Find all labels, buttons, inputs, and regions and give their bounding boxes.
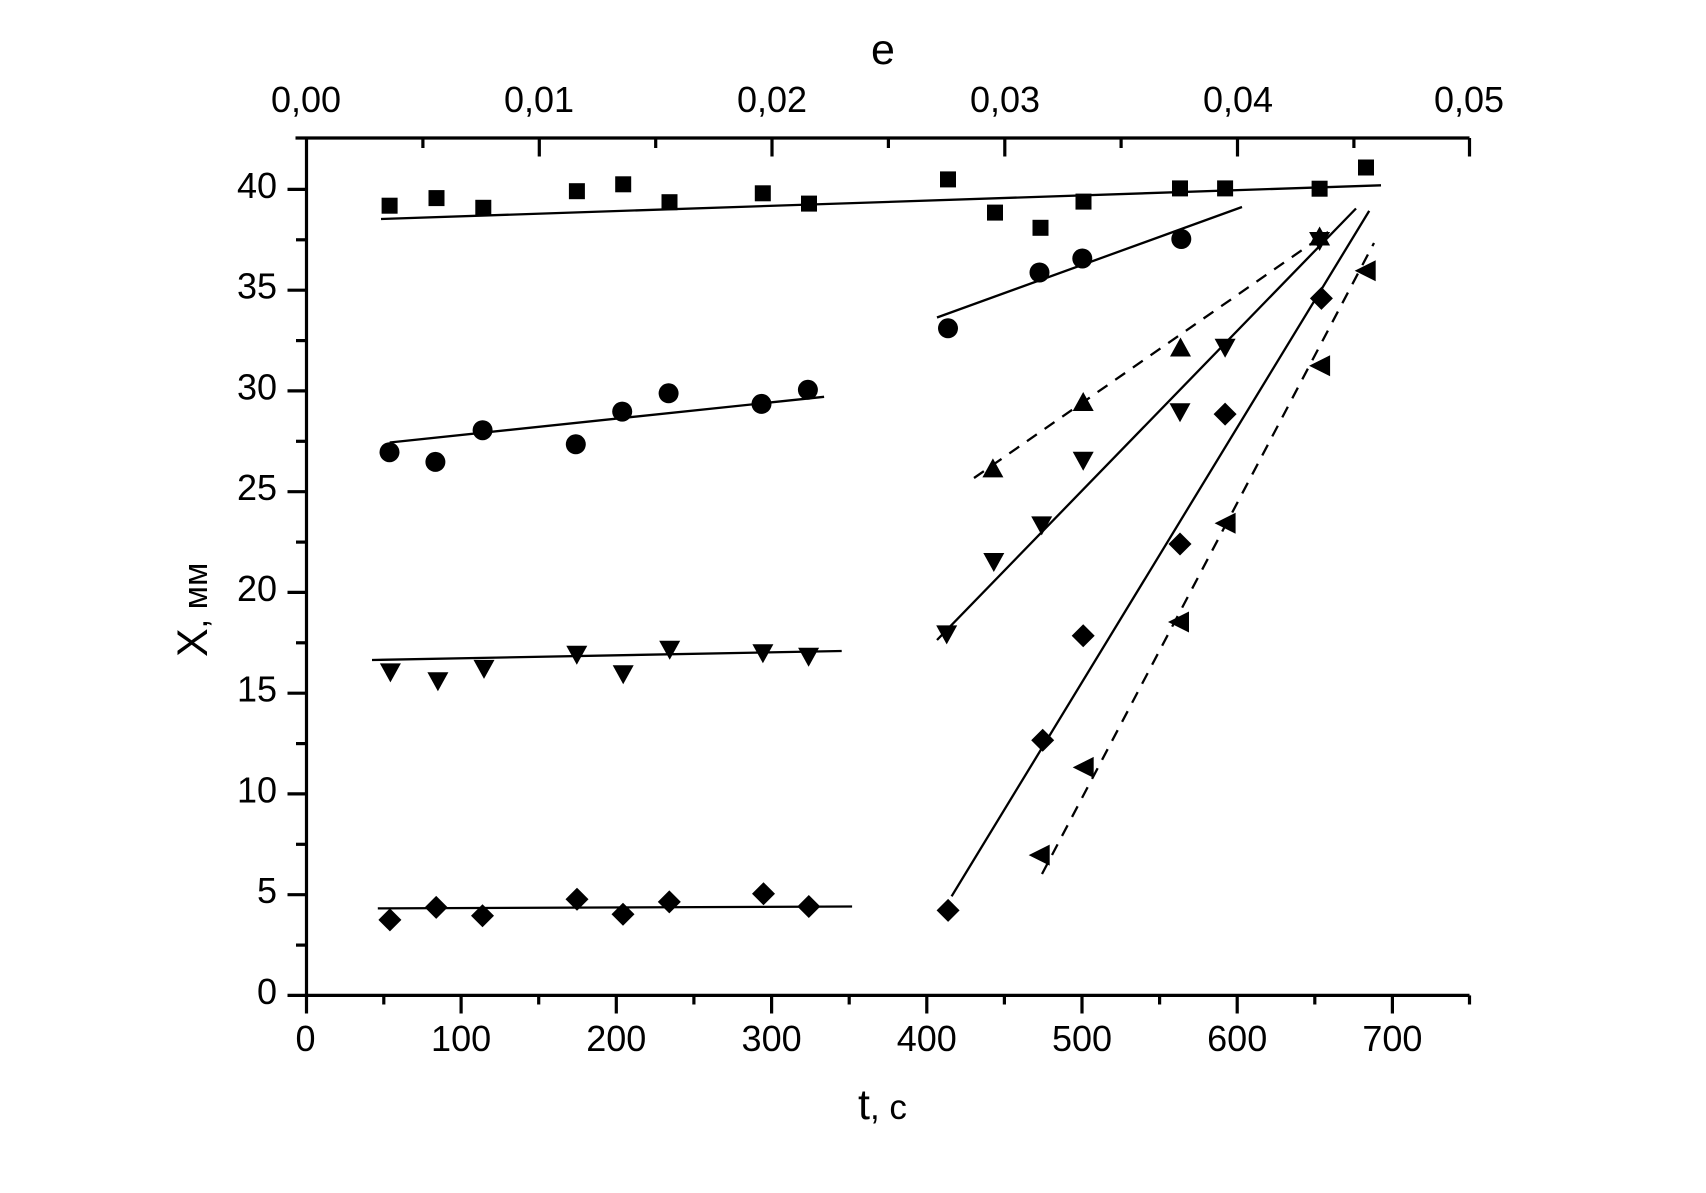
svg-text:15: 15 xyxy=(237,669,277,710)
svg-text:100: 100 xyxy=(431,1018,491,1059)
svg-text:600: 600 xyxy=(1207,1018,1267,1059)
svg-text:30: 30 xyxy=(237,366,277,407)
svg-text:0,03: 0,03 xyxy=(970,79,1040,120)
svg-text:0: 0 xyxy=(257,971,277,1012)
svg-text:0,01: 0,01 xyxy=(504,79,574,120)
svg-text:0,04: 0,04 xyxy=(1203,79,1273,120)
svg-text:0,05: 0,05 xyxy=(1434,79,1504,120)
svg-text:200: 200 xyxy=(586,1018,646,1059)
svg-text:5: 5 xyxy=(257,870,277,911)
svg-text:0,00: 0,00 xyxy=(271,79,341,120)
svg-text:25: 25 xyxy=(237,467,277,508)
svg-text:20: 20 xyxy=(237,568,277,609)
svg-text:700: 700 xyxy=(1362,1018,1422,1059)
svg-text:400: 400 xyxy=(897,1018,957,1059)
svg-text:35: 35 xyxy=(237,266,277,307)
svg-text:0: 0 xyxy=(295,1018,315,1059)
svg-text:300: 300 xyxy=(742,1018,802,1059)
svg-text:0,02: 0,02 xyxy=(737,79,807,120)
svg-text:40: 40 xyxy=(237,165,277,206)
svg-text:10: 10 xyxy=(237,769,277,810)
svg-text:t, c: t, c xyxy=(858,1081,907,1129)
svg-text:X, мм: X, мм xyxy=(169,563,217,657)
svg-text:e: e xyxy=(871,26,895,74)
svg-text:500: 500 xyxy=(1052,1018,1112,1059)
